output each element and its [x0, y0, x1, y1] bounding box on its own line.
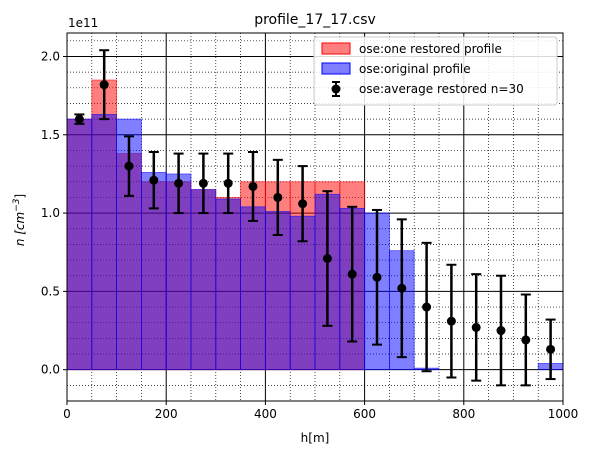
- x-tick-label: 0: [63, 407, 71, 421]
- errorbar-point: [298, 199, 308, 209]
- errorbar-point: [347, 269, 357, 279]
- y-offset-text: 1e11: [68, 16, 98, 30]
- errorbar-point: [322, 253, 332, 263]
- legend-label: ose:original profile: [359, 62, 471, 76]
- bar-original-profile: [215, 198, 242, 371]
- y-axis-label-close: ]: [13, 194, 27, 199]
- errorbar-point: [174, 178, 184, 188]
- errorbar-point: [521, 335, 531, 345]
- y-axis-label-base: n [cm: [13, 212, 27, 246]
- errorbar-point: [471, 322, 481, 332]
- x-tick-label: 1000: [548, 407, 579, 421]
- errorbar-point: [273, 192, 283, 202]
- x-tick-label: 600: [353, 407, 376, 421]
- x-tick-label: 400: [254, 407, 277, 421]
- errorbar-point: [99, 80, 109, 90]
- y-tick-label: 1.0: [41, 206, 60, 220]
- y-tick-label: 0.0: [41, 363, 60, 377]
- legend-label: ose:average restored n=30: [359, 82, 524, 96]
- legend-marker: [331, 84, 341, 94]
- y-tick-label: 2.0: [41, 49, 60, 63]
- errorbar-point: [198, 178, 208, 188]
- bar-original-profile: [240, 206, 266, 371]
- bar-original-profile: [190, 189, 217, 371]
- errorbar-point: [248, 181, 258, 191]
- y-axis-label-exponent: −3: [12, 198, 22, 212]
- x-tick-label: 800: [452, 407, 475, 421]
- errorbar-point: [397, 283, 407, 293]
- axes-frame: [66, 32, 564, 402]
- errorbar-point: [74, 114, 84, 124]
- legend: ose:one restored profile ose:original pro…: [313, 36, 558, 106]
- legend-box: [313, 36, 558, 106]
- legend-swatch: [321, 62, 351, 75]
- errorbar-point: [124, 161, 134, 171]
- errorbar-point: [422, 302, 432, 312]
- bar-original-profile: [264, 211, 291, 371]
- plot-area: 0 200 400 600 800 1000 0.0 0.5 1.0 1.5 2.0: [41, 32, 579, 421]
- x-axis-label: h[m]: [301, 431, 330, 445]
- errorbar-point: [446, 316, 456, 326]
- legend-label: ose:one restored profile: [359, 42, 502, 56]
- errorbar-point: [223, 178, 233, 188]
- bar-original-profile: [91, 114, 118, 371]
- errorbar-point: [149, 175, 159, 185]
- bar-original-profile: [66, 118, 93, 371]
- chart-title: profile_17_17.csv: [254, 12, 376, 28]
- errorbar-point: [546, 344, 556, 354]
- y-axis-label: n [cm−3]: [12, 194, 27, 246]
- errorbar-point: [496, 326, 506, 336]
- y-tick-label: 1.5: [41, 128, 60, 142]
- x-tick-label: 200: [155, 407, 178, 421]
- legend-swatch: [321, 42, 351, 55]
- errorbar-point: [372, 272, 382, 282]
- y-tick-label: 0.5: [41, 284, 60, 298]
